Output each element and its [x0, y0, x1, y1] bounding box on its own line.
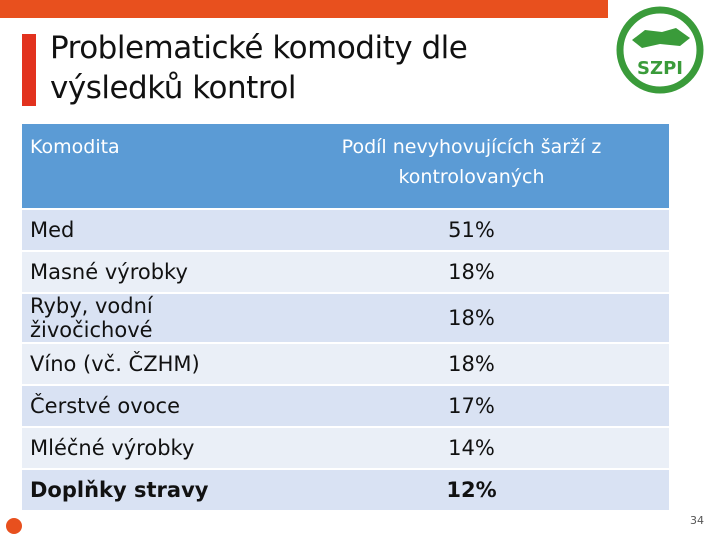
- commodity-cell: Masné výrobky: [22, 252, 275, 292]
- share-cell: 18%: [274, 252, 669, 292]
- table: Komodita Podíl nevyhovujících šarží z ko…: [22, 122, 669, 512]
- commodity-cell: Víno (vč. ČZHM): [22, 344, 275, 384]
- commodity-cell: Med: [22, 210, 275, 250]
- share-cell: 17%: [274, 386, 669, 426]
- share-cell: 14%: [274, 428, 669, 468]
- logo-text: SZPI: [637, 58, 683, 79]
- footer-logo: [6, 518, 22, 534]
- title-accent: [22, 34, 36, 106]
- table-row: Mléčné výrobky 14%: [22, 428, 669, 468]
- column-header: Podíl nevyhovujících šarží z kontrolovan…: [274, 124, 669, 208]
- share-cell: 12%: [274, 470, 669, 510]
- table-row: Doplňky stravy 12%: [22, 470, 669, 510]
- header-row: Komodita Podíl nevyhovujících šarží z ko…: [22, 124, 669, 208]
- logo: SZPI: [616, 6, 704, 94]
- table-row: Ryby, vodní živočichové 18%: [22, 294, 669, 342]
- slide-title: Problematické komodity dle výsledků kont…: [50, 30, 468, 106]
- share-cell: 18%: [274, 344, 669, 384]
- table-row: Med 51%: [22, 210, 669, 250]
- share-cell: 18%: [274, 294, 669, 342]
- share-cell: 51%: [274, 210, 669, 250]
- top-bar: [0, 0, 608, 18]
- table-row: Čerstvé ovoce 17%: [22, 386, 669, 426]
- column-header: Komodita: [22, 124, 275, 208]
- table-row: Masné výrobky 18%: [22, 252, 669, 292]
- page-number: 34: [690, 514, 704, 527]
- commodity-cell: Mléčné výrobky: [22, 428, 275, 468]
- commodity-cell: Ryby, vodní živočichové: [22, 294, 275, 342]
- commodity-cell: Doplňky stravy: [22, 470, 275, 510]
- table-body: Med 51% Masné výrobky 18% Ryby, vodní živoči…: [22, 210, 669, 510]
- table-row: Víno (vč. ČZHM) 18%: [22, 344, 669, 384]
- commodity-cell: Čerstvé ovoce: [22, 386, 275, 426]
